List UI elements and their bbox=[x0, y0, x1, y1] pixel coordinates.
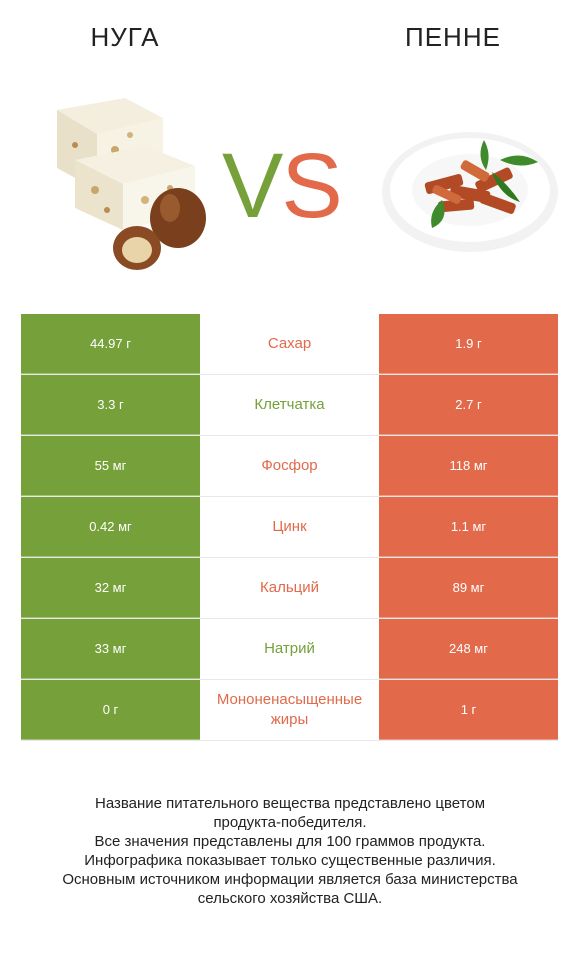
footer-line: сельского хозяйства США. bbox=[197, 890, 383, 907]
footer-line: Название питательного вещества представл… bbox=[94, 795, 486, 812]
table-row: 32 мг Кальций 89 мг bbox=[21, 558, 558, 619]
right-value: 1 г bbox=[379, 680, 558, 740]
right-value: 118 мг bbox=[379, 436, 558, 496]
nutrient-name: Кальций bbox=[200, 558, 379, 618]
right-value: 248 мг bbox=[379, 619, 558, 679]
footer-line: Все значения представлены для 100 граммо… bbox=[94, 833, 486, 850]
footer-line: Основным источником информации является … bbox=[62, 871, 518, 888]
table-row: 3.3 г Клетчатка 2.7 г bbox=[21, 375, 558, 436]
table-row: 0.42 мг Цинк 1.1 мг bbox=[21, 497, 558, 558]
left-value: 0.42 мг bbox=[21, 497, 200, 557]
table-row: 55 мг Фосфор 118 мг bbox=[21, 436, 558, 497]
right-value: 1.9 г bbox=[379, 314, 558, 374]
left-value: 0 г bbox=[21, 680, 200, 740]
table-row: 33 мг Натрий 248 мг bbox=[21, 619, 558, 680]
left-value: 32 мг bbox=[21, 558, 200, 618]
right-product-title: ПЕННЕ bbox=[405, 22, 501, 52]
left-value: 44.97 г bbox=[21, 314, 200, 374]
footer-line: Инфографика показывает только существенн… bbox=[84, 852, 496, 869]
nutrient-name: Клетчатка bbox=[200, 375, 379, 435]
left-value: 55 мг bbox=[21, 436, 200, 496]
nougat-image bbox=[57, 98, 206, 270]
left-value: 3.3 г bbox=[21, 375, 200, 435]
nutrient-name: Натрий bbox=[200, 619, 379, 679]
nutrient-name: Цинк bbox=[200, 497, 379, 557]
footer-line: продукта-победителя. bbox=[213, 814, 367, 831]
nutrient-name: Мононенасыщенные жиры bbox=[200, 680, 379, 740]
footer-note: Название питательного вещества представл… bbox=[20, 794, 560, 908]
right-value: 1.1 мг bbox=[379, 497, 558, 557]
vs-label: VS bbox=[222, 140, 343, 232]
left-value: 33 мг bbox=[21, 619, 200, 679]
penne-image bbox=[382, 132, 558, 252]
right-value: 89 мг bbox=[379, 558, 558, 618]
nutrient-name: Фосфор bbox=[200, 436, 379, 496]
vs-s: S bbox=[281, 135, 342, 237]
comparison-table: 44.97 г Сахар 1.9 г 3.3 г Клетчатка 2.7 … bbox=[21, 314, 558, 741]
left-product-title: НУГА bbox=[90, 22, 160, 52]
nutrient-name: Сахар bbox=[200, 314, 379, 374]
table-row: 44.97 г Сахар 1.9 г bbox=[21, 314, 558, 375]
table-row: 0 г Мононенасыщенные жиры 1 г bbox=[21, 680, 558, 741]
vs-v: V bbox=[222, 135, 283, 237]
right-value: 2.7 г bbox=[379, 375, 558, 435]
